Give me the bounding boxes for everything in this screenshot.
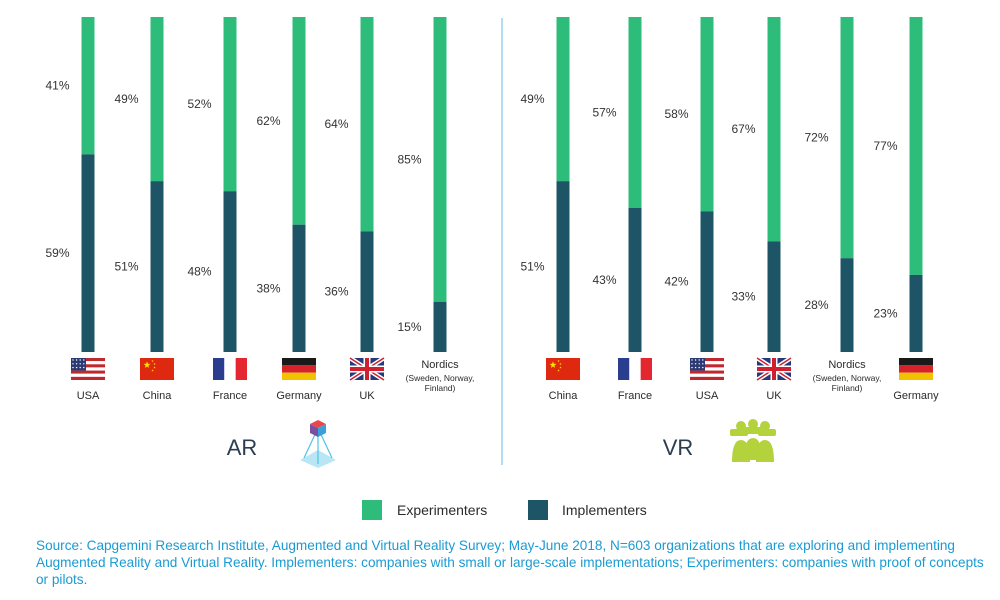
data-label-experimenters: 49%: [114, 92, 138, 106]
category-label: USA: [77, 390, 100, 402]
data-label-implementers: 42%: [664, 275, 688, 289]
bar-implementers: [767, 241, 781, 352]
data-label-implementers: 51%: [520, 260, 544, 274]
data-label-experimenters: 49%: [520, 92, 544, 106]
data-label-implementers: 43%: [592, 273, 616, 287]
source-note: Source: Capgemini Research Institute, Au…: [36, 538, 984, 587]
data-label-experimenters: 41%: [45, 79, 69, 93]
category-label: France: [213, 390, 247, 402]
france-flag-icon: [213, 358, 247, 380]
bar-experimenters: [909, 17, 923, 275]
germany-flag-icon: [899, 358, 933, 380]
data-label-experimenters: 57%: [592, 105, 616, 119]
bar-implementers: [81, 154, 95, 352]
data-label-experimenters: 72%: [804, 131, 828, 145]
data-label-implementers: 15%: [397, 320, 421, 334]
uk-flag-icon: [348, 356, 386, 382]
legend: Experimenters Implementers: [362, 500, 647, 520]
category-label: UK: [359, 390, 375, 402]
bar-implementers: [628, 207, 642, 352]
chart-panels: 41% 59% USA 49% 51% China 52% 48% France 62% 38% Ge…: [45, 17, 939, 468]
data-label-experimenters: 62%: [256, 114, 280, 128]
data-label-experimenters: 67%: [731, 122, 755, 136]
data-label-experimenters: 64%: [324, 117, 348, 131]
bar-implementers: [223, 191, 237, 352]
data-label-experimenters: 85%: [397, 152, 421, 166]
bar-implementers: [556, 181, 570, 352]
bar-implementers: [840, 258, 854, 352]
category-label: Nordics: [828, 359, 866, 371]
china-flag-icon: [140, 358, 174, 380]
category-sublabel: (Sweden, Norway,: [406, 373, 475, 383]
data-label-implementers: 59%: [45, 246, 69, 260]
data-label-implementers: 51%: [114, 260, 138, 274]
usa-flag-icon: [690, 358, 724, 380]
china-flag-icon: [546, 358, 580, 380]
category-label: UK: [766, 390, 782, 402]
bar-experimenters: [292, 17, 306, 225]
panel-title: VR: [663, 435, 694, 460]
legend-label-experimenters: Experimenters: [397, 502, 487, 518]
bar-implementers: [909, 274, 923, 352]
bar-experimenters: [556, 17, 570, 182]
panel-vr: 49% 51% China 57% 43% France 58% 42% USA 67% 33% UK…: [520, 17, 939, 462]
panel-ar: 41% 59% USA 49% 51% China 52% 48% France 62% 38% Ge…: [45, 17, 474, 468]
bar-implementers: [360, 231, 374, 352]
category-label: USA: [696, 390, 719, 402]
bar-implementers: [700, 211, 714, 352]
bar-implementers: [292, 224, 306, 352]
bar-experimenters: [81, 17, 95, 155]
france-flag-icon: [618, 358, 652, 380]
category-label: Nordics: [421, 359, 459, 371]
bar-experimenters: [840, 17, 854, 259]
bar-implementers: [150, 181, 164, 352]
category-sublabel: (Sweden, Norway,: [813, 373, 882, 383]
category-label: China: [549, 390, 579, 402]
bar-experimenters: [223, 17, 237, 192]
bar-experimenters: [150, 17, 164, 182]
ar-prism-icon: [300, 420, 336, 468]
data-label-implementers: 28%: [804, 298, 828, 312]
data-label-experimenters: 52%: [187, 97, 211, 111]
legend-swatch-experimenters: [362, 500, 382, 520]
bar-experimenters: [433, 17, 447, 302]
data-label-implementers: 33%: [731, 290, 755, 304]
data-label-implementers: 23%: [873, 306, 897, 320]
category-sublabel: Finland): [832, 383, 863, 393]
legend-swatch-implementers: [528, 500, 548, 520]
category-label: France: [618, 390, 652, 402]
bar-implementers: [433, 301, 447, 352]
category-sublabel: Finland): [425, 383, 456, 393]
vr-headset-group-icon: [730, 419, 776, 462]
bar-experimenters: [360, 17, 374, 232]
data-label-implementers: 38%: [256, 281, 280, 295]
legend-label-implementers: Implementers: [562, 502, 647, 518]
category-label: China: [143, 390, 173, 402]
germany-flag-icon: [282, 358, 316, 380]
data-label-implementers: 48%: [187, 265, 211, 279]
bar-experimenters: [628, 17, 642, 208]
panel-title: AR: [227, 435, 258, 460]
data-label-experimenters: 58%: [664, 107, 688, 121]
data-label-implementers: 36%: [324, 285, 348, 299]
uk-flag-icon: [755, 356, 793, 382]
category-label: Germany: [276, 390, 322, 402]
usa-flag-icon: [71, 358, 105, 380]
bar-experimenters: [767, 17, 781, 242]
category-label: Germany: [893, 390, 939, 402]
bar-experimenters: [700, 17, 714, 212]
data-label-experimenters: 77%: [873, 139, 897, 153]
